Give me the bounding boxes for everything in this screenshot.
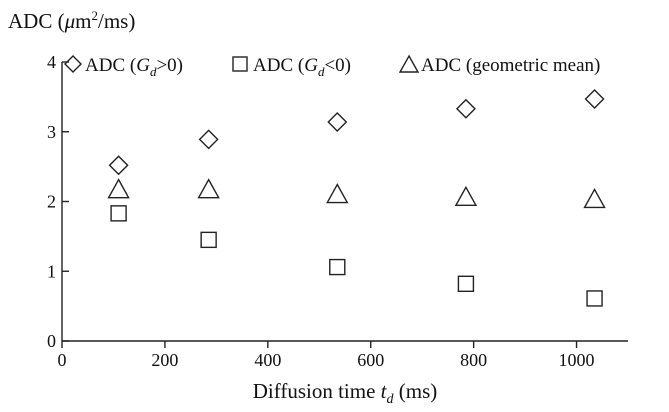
x-tick-label: 0 xyxy=(58,350,67,370)
x-tick-label: 400 xyxy=(254,350,281,370)
triangle-point xyxy=(583,187,606,209)
diamond-point xyxy=(327,111,348,132)
triangle-point xyxy=(454,185,478,207)
diamond-point xyxy=(198,129,219,150)
legend-label-diamond: ADC (Gd>0) xyxy=(85,55,183,79)
y-axis-title-mu: μ xyxy=(64,9,76,33)
diamond-point xyxy=(108,155,129,176)
square-point xyxy=(586,290,603,307)
y-tick-label: 0 xyxy=(47,331,56,351)
y-tick-label: 2 xyxy=(47,192,56,212)
legend-label-triangle: ADC (geometric mean) xyxy=(421,55,600,76)
y-tick-label: 1 xyxy=(47,261,56,281)
y-axis-title-m: m xyxy=(75,9,91,33)
square-point xyxy=(329,258,346,276)
y-tick-label: 4 xyxy=(47,52,56,72)
legend-item-square: ADC (Gd<0) xyxy=(232,55,351,79)
square-point xyxy=(110,205,127,222)
x-tick-label: 1000 xyxy=(559,350,595,370)
square-point xyxy=(200,231,217,249)
triangle-point xyxy=(197,178,220,199)
legend-item-diamond: ADC (Gd>0) xyxy=(64,55,183,79)
x-tick-label: 800 xyxy=(460,350,487,370)
y-axis-title-sup: 2 xyxy=(91,8,98,23)
legend-triangle-marker xyxy=(398,54,420,73)
legend-diamond-marker xyxy=(64,55,82,73)
y-axis-title: ADC (μm2/ms) xyxy=(8,8,135,33)
triangle-point xyxy=(326,183,349,204)
legend-square-marker xyxy=(232,56,248,72)
x-tick-label: 200 xyxy=(151,350,178,370)
data-points xyxy=(107,88,606,307)
diamond-point xyxy=(584,88,605,109)
triangle-point xyxy=(107,178,130,199)
y-axis-title-suffix: /ms) xyxy=(98,9,135,33)
x-ticks: 0 200 400 600 800 1000 xyxy=(58,341,595,370)
y-axis-title-prefix: ADC ( xyxy=(8,9,65,33)
x-axis-title: Diffusion time td (ms) xyxy=(253,379,438,407)
legend-label-square: ADC (Gd<0) xyxy=(253,55,351,79)
x-tick-label: 600 xyxy=(357,350,384,370)
legend-item-triangle: ADC (geometric mean) xyxy=(398,54,600,76)
legend: ADC (Gd>0) ADC (Gd<0) ADC (geometric mea… xyxy=(64,54,600,79)
y-tick-label: 3 xyxy=(47,122,56,142)
y-ticks: 0 1 2 3 4 xyxy=(47,52,69,351)
square-point xyxy=(457,275,475,293)
diamond-point xyxy=(455,98,476,119)
